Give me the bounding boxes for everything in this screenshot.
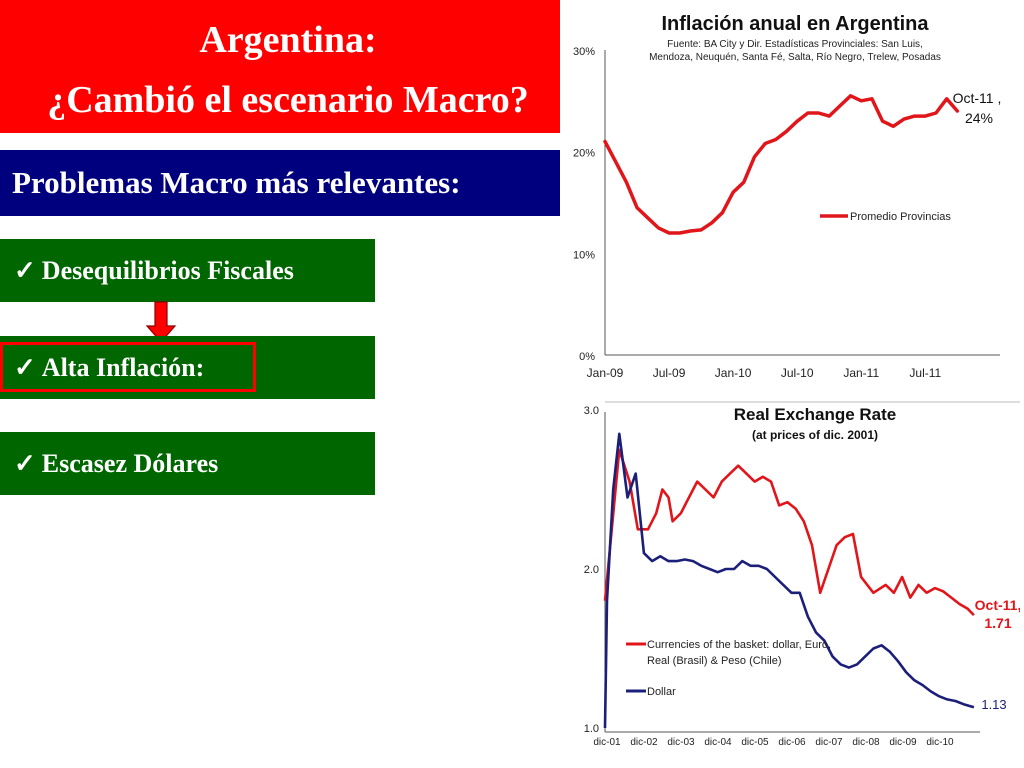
x-tick-label: dic-03 [667,737,695,748]
y-tick-label: 30% [573,46,595,58]
x-tick-label: dic-02 [630,737,658,748]
chart-title: Real Exchange Rate [734,405,897,424]
x-tick-label: dic-06 [778,737,806,748]
x-tick-label: dic-05 [741,737,769,748]
item-fiscal: ✓ Desequilibrios Fiscales [0,239,375,302]
annotation-basket-line1: Oct-11, [975,597,1020,613]
check-icon: ✓ [14,353,36,382]
x-tick-label: Jul-11 [909,366,941,380]
item-dollar-shortage: ✓ Escasez Dólares [0,432,375,495]
x-tick-label: dic-07 [815,737,843,748]
x-tick-label: dic-08 [852,737,880,748]
legend-label-basket-line1: Currencies of the basket: dollar, Euro, [647,639,831,651]
highlight-frame [0,342,256,392]
chart-title: Inflación anual en Argentina [661,13,929,35]
chart-source-line1: Fuente: BA City y Dir. Estadísticas Prov… [667,39,923,50]
legend-label-dollar: Dollar [647,686,676,698]
check-icon: ✓ [14,449,36,478]
y-tick-label: 10% [573,249,595,261]
legend-label: Promedio Provincias [850,211,951,223]
annotation-basket-line2: 1.71 [984,615,1011,631]
item-label: Desequilibrios Fiscales [41,256,294,285]
x-tick-label: dic-01 [593,737,621,748]
slide-title-line2: ¿Cambió el escenario Macro? [47,79,529,121]
x-tick-label: Jan-09 [587,366,624,380]
series-line-dollar [603,432,975,729]
series-line-basket [603,448,975,617]
title-box: Argentina: ¿Cambió el escenario Macro? [0,0,560,133]
item-label: Alta Inflación: [41,353,205,382]
annotation-line2: 24% [965,110,993,126]
chart-subtitle: (at prices of dic. 2001) [752,428,878,442]
x-tick-label: Jan-11 [843,366,879,380]
real-exchange-rate-chart: Real Exchange Rate (at prices of dic. 20… [584,401,1020,748]
y-tick-label: 1.0 [584,723,599,735]
y-tick-label: 3.0 [584,405,599,417]
chart-source-line2: Mendoza, Neuquén, Santa Fé, Salta, Río N… [649,52,941,63]
subtitle-text: Problemas Macro más relevantes: [12,165,461,200]
y-tick-label: 20% [573,148,595,160]
x-tick-label: Jul-09 [653,366,686,380]
check-icon: ✓ [14,256,36,285]
annotation-line1: Oct-11 , [953,90,1002,106]
annotation-dollar: 1.13 [981,697,1006,712]
y-tick-label: 2.0 [584,564,599,576]
x-tick-label: Jul-10 [781,366,814,380]
slide-title-line1: Argentina: [199,19,377,61]
item-inflation: ✓ Alta Inflación: [0,336,375,399]
x-tick-label: dic-10 [926,737,954,748]
item-label: Escasez Dólares [41,449,219,478]
legend-label-basket-line2: Real (Brasil) & Peso (Chile) [647,655,781,667]
series-line-promedio [603,94,960,235]
x-tick-label: Jan-10 [715,366,752,380]
y-tick-label: 0% [579,351,595,363]
subtitle-box: Problemas Macro más relevantes: [0,150,560,216]
down-arrow-icon [145,301,177,343]
x-tick-label: dic-04 [704,737,732,748]
x-tick-label: dic-09 [889,737,917,748]
inflation-chart: Inflación anual en Argentina Fuente: BA … [573,13,1002,380]
